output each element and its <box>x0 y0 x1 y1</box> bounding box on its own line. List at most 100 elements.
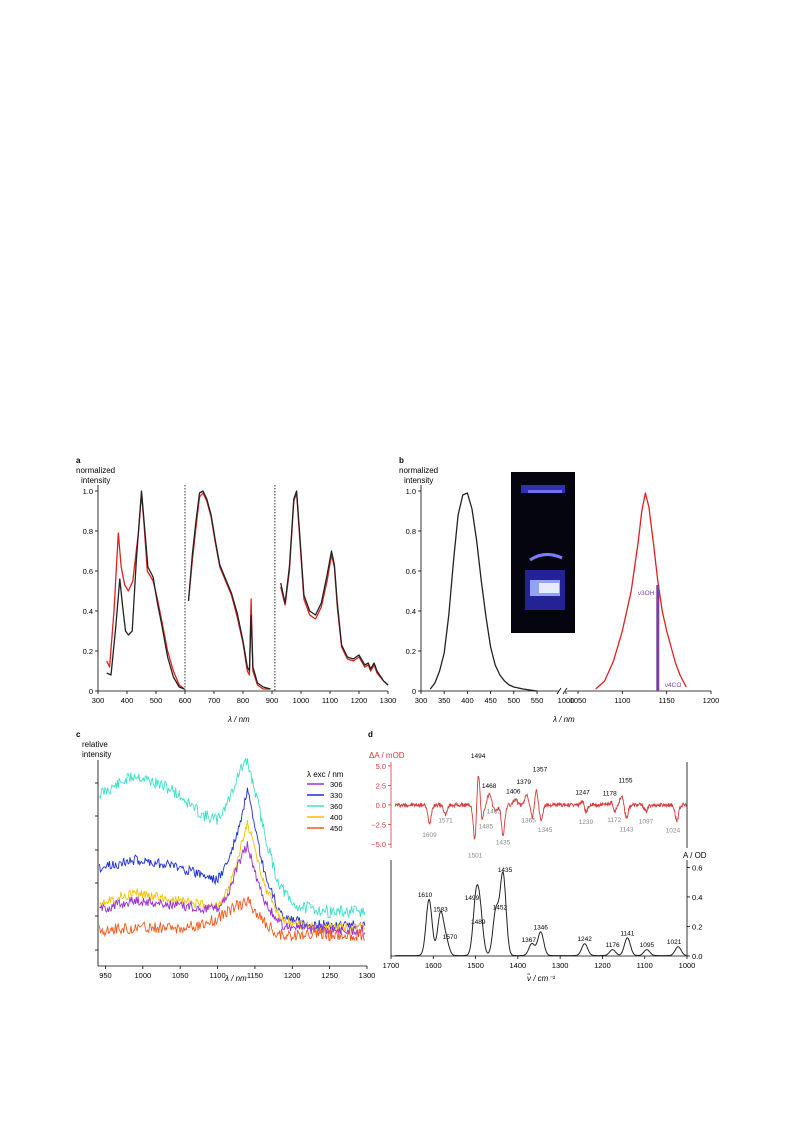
panel-d-letter: d <box>368 730 373 739</box>
panel-a-ytick-label: 0.8 <box>83 527 93 536</box>
panel-d-top-ytick-label: 5.0 <box>376 762 386 771</box>
panel-c-xtick-label: 1150 <box>247 971 263 980</box>
panel-c-letter: c <box>76 730 81 739</box>
panel-c-xtick-label: 1050 <box>172 971 189 980</box>
panel-c-xtick-label: 1250 <box>321 971 338 980</box>
panel-a-xlabel: λ / nm <box>227 715 250 724</box>
panel-d-top-peak-neg: 1435 <box>496 840 511 847</box>
panel-d-xtick-label: 1000 <box>679 961 696 970</box>
panel-b-xtick-label: 500 <box>508 696 521 705</box>
panel-d-top-ylabel: ΔA / mOD <box>369 751 405 760</box>
panel-b-xlabel: λ / nm <box>552 715 575 724</box>
panel-d-top-peak-neg: 1239 <box>579 819 594 826</box>
panel-c-xtick-label: 950 <box>99 971 112 980</box>
panel-d-top-peak-neg: 1365 <box>521 817 536 824</box>
panel-d-xtick-label: 1400 <box>510 961 527 970</box>
panel-c-xtick-label: 1000 <box>134 971 151 980</box>
panel-c-legend-label: 450 <box>330 824 343 833</box>
panel-b-series-black <box>429 492 538 692</box>
panel-d-top-peak-neg: 1143 <box>620 827 634 834</box>
panel-d-xtick-label: 1200 <box>594 961 611 970</box>
cuvette-photo <box>511 472 575 633</box>
panel-c-ylabel-2: intensity <box>82 750 111 759</box>
panel-d-bottom-ytick-label: 0.2 <box>692 922 702 931</box>
panel-b-ytick-label: 0.8 <box>406 527 416 536</box>
panel-b-xtick-label: 1150 <box>659 696 675 705</box>
panel-d-xtick-label: 1600 <box>425 961 442 970</box>
panel-d-bottom-peak-label: 1489 <box>471 919 486 926</box>
panel-d-bottom-ytick-label: 0.6 <box>692 863 702 872</box>
panel-d-top-peak-neg: 1452 <box>487 808 502 815</box>
panel-a-xtick-label: 500 <box>150 696 163 705</box>
panel-d: d ΔA / mOD A / OD ν̃ / cm⁻¹ 5.0 2.5 0.0 −2.… <box>368 730 707 983</box>
panel-d-bottom-peak-label: 1346 <box>533 924 548 931</box>
panel-a-ytick-label: 0.4 <box>83 607 93 616</box>
panel-c-legend-label: 400 <box>330 813 343 822</box>
panel-a-xtick-label: 1200 <box>351 696 368 705</box>
panel-c-series-330 <box>99 787 366 931</box>
panel-c-legend-title: λ exc / nm <box>307 770 344 779</box>
panel-b-xtick-label: 550 <box>531 696 544 705</box>
panel-a-series-black <box>280 490 389 686</box>
panel-d-top-ytick-label: 0.0 <box>376 801 386 810</box>
panel-d-xtick-label: 1100 <box>637 961 653 970</box>
panel-b-axis-break <box>556 687 562 695</box>
panel-d-bottom-peak-label: 1141 <box>620 930 634 937</box>
panel-c-series-306 <box>99 841 366 937</box>
panel-a-xtick-label: 700 <box>208 696 221 705</box>
panel-a-ytick-label: 0.6 <box>83 567 93 576</box>
panel-d-top-peak-neg: 1097 <box>639 818 654 825</box>
panel-b-annotation-co: ν4CO <box>665 682 682 689</box>
panel-d-top-peak-neg: 1501 <box>468 853 483 860</box>
panel-b-xtick-label: 1000 <box>558 696 575 705</box>
panel-b-ytick-label: 0 <box>412 687 416 696</box>
panel-b-ylabel-2: intensity <box>404 476 433 485</box>
panel-c-ylabel-1: relative <box>82 740 108 749</box>
panel-b-ytick-label: 0.2 <box>406 647 416 656</box>
panel-d-top-peak-neg: 1172 <box>607 817 621 824</box>
panel-d-bottom-peak-label: 1610 <box>418 892 433 899</box>
panel-d-bottom-ytick-label: 0.0 <box>692 952 702 961</box>
panel-c-legend-label: 306 <box>330 780 343 789</box>
panel-d-xlabel: ν̃ / cm⁻¹ <box>527 974 556 983</box>
panel-b-xtick-label: 400 <box>461 696 474 705</box>
panel-b-xtick-label: 450 <box>484 696 497 705</box>
panel-b-ytick-label: 1.0 <box>406 487 416 496</box>
panel-d-top-peak-pos: 1357 <box>533 766 548 773</box>
panel-a-ytick-label: 1.0 <box>83 487 93 496</box>
panel-b-annotation-oh: ν3OH <box>638 590 655 597</box>
panel-c-legend-label: 330 <box>330 791 343 800</box>
panel-b-xtick-label: 1050 <box>570 696 587 705</box>
panel-d-bottom-ytick-label: 0.4 <box>692 893 702 902</box>
panel-b-stick <box>656 585 660 691</box>
panel-b: b normalized intensity λ / nm 0 0.2 0.4 0.6… <box>399 456 719 724</box>
panel-d-top-peak-pos: 1379 <box>517 779 532 786</box>
panel-d-bottom-peak-label: 1435 <box>498 867 513 874</box>
panel-b-axis-break <box>562 687 568 695</box>
panel-b-xtick-label: 1100 <box>614 696 630 705</box>
panel-d-bottom-peak-label: 1021 <box>667 939 682 946</box>
panel-b-ylabel-1: normalized <box>399 466 438 475</box>
panel-d-top-ytick-label: 2.5 <box>376 781 386 790</box>
panel-a-letter: a <box>76 456 81 465</box>
panel-d-top-peak-pos: 1155 <box>618 777 632 784</box>
panel-d-xtick-label: 1300 <box>552 961 569 970</box>
panel-d-top-peak-neg: 1345 <box>538 827 553 834</box>
panel-a-xtick-label: 300 <box>92 696 105 705</box>
panel-d-bottom-peak-label: 1583 <box>433 907 448 914</box>
panel-d-top-peak-pos: 1247 <box>575 789 590 796</box>
panel-d-top-peak-neg: 1609 <box>422 832 437 839</box>
panel-d-bottom-peak-label: 1570 <box>443 934 458 941</box>
panel-c-xtick-label: 1100 <box>209 971 225 980</box>
panel-a-xtick-label: 1100 <box>322 696 338 705</box>
panel-b-ytick-label: 0.6 <box>406 567 416 576</box>
panel-d-bottom-peak-label: 1242 <box>577 936 592 943</box>
panel-c-xtick-label: 1200 <box>284 971 301 980</box>
panel-d-bottom-peak-label: 1499 <box>465 895 480 902</box>
panel-a-series-red <box>187 492 271 690</box>
panel-b-series-red <box>595 492 687 690</box>
panel-d-top-peak-pos: 1468 <box>482 783 497 790</box>
panel-d-top-peak-pos: 1178 <box>603 790 617 797</box>
panel-a-xtick-label: 1000 <box>293 696 310 705</box>
panel-d-top-peak-neg: 1024 <box>666 828 681 835</box>
